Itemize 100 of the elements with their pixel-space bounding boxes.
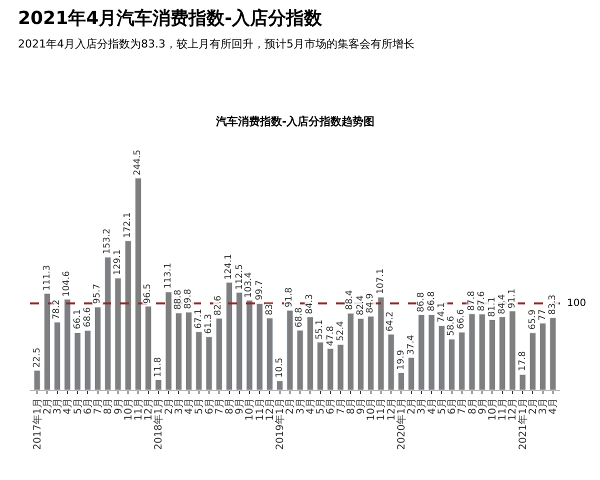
x-tick-label: 3月 [295,398,306,414]
data-label: 61.3 [204,314,214,334]
bar [175,312,182,390]
x-tick-label: 2019年1月 [274,398,286,450]
data-label: 64.2 [386,311,396,332]
bar [276,380,284,390]
x-tick-label: 2017年1月 [31,398,44,450]
x-tick-label: 12月 [264,398,276,421]
bar [468,314,476,390]
x-tick-label: 8月 [467,398,478,414]
bar [509,310,516,390]
data-label: 11.8 [154,356,164,378]
data-label: 82.6 [214,295,224,316]
x-tick-label: 2月 [42,398,54,414]
bar [124,240,132,390]
x-tick-label: 9月 [477,398,488,414]
data-label: 65.9 [528,309,538,330]
x-tick-label: 5月 [436,398,448,414]
data-label: 68.6 [83,306,94,328]
bar [378,296,384,390]
x-tick-label: 10月 [366,398,378,421]
x-tick-label: 7月 [457,398,468,414]
data-label: 99.7 [254,280,265,300]
bar [256,303,263,390]
bar [540,323,546,390]
data-label: 112.5 [234,264,245,290]
data-label: 107.1 [376,268,386,294]
bar [74,332,81,390]
data-label: 22.5 [32,348,43,368]
data-label: 55.1 [315,319,326,340]
bar [236,292,243,390]
x-tick-label: 7月 [214,398,226,414]
data-label: 77 [538,309,548,321]
bar [499,316,506,390]
bar [226,282,233,390]
bar [448,338,456,390]
x-tick-label: 3月 [52,398,64,414]
bar [388,334,394,390]
bar [368,316,374,390]
ref-line-label: 100 [567,298,586,309]
x-tick-label: 5月 [316,398,327,414]
data-label: 84.9 [365,292,376,314]
data-label: 82.4 [356,295,366,316]
bar [488,319,496,390]
data-label: 124.1 [224,254,234,280]
bar [155,380,162,390]
bar [317,342,324,390]
text: 汽车消费指数-入店分指数趋势图 [215,115,375,128]
x-tick-label: 11月 [376,398,388,421]
bar [458,332,466,390]
data-label: 83.3 [548,294,558,315]
bar [104,257,112,390]
data-label: 67.1 [194,308,204,329]
x-tick-label: 11月 [133,398,144,421]
bar [216,318,222,390]
x-tick-label: 6月 [82,398,94,414]
x-tick-label: 2月 [164,398,175,414]
x-tick-label: 10月 [244,398,256,421]
x-tick-label: 4月 [305,398,316,414]
data-label: 68.8 [294,307,305,328]
data-label: 88.8 [174,289,184,310]
data-label: 84.3 [305,294,316,314]
bar [165,292,172,390]
x-tick-label: 4月 [548,398,560,414]
data-label: 47.8 [326,326,336,346]
data-label: 111.3 [42,264,53,291]
x-tick-label: 2021年1月 [516,398,529,450]
x-tick-label: 7月 [93,398,104,414]
x-tick-label: 3月 [538,398,550,414]
x-tick-label: 9月 [356,398,367,414]
x-tick-label: 8月 [224,398,236,414]
chart-title: 2021年4月汽车消费指数-入店分指数 [18,8,324,29]
bar [347,313,354,390]
bar [34,370,40,390]
data-label: 89.8 [184,288,194,309]
bar [145,306,152,390]
x-tick-label: 11月 [498,398,509,421]
data-label: 88.4 [345,290,356,310]
bar [206,336,212,390]
x-tick-label: 11月 [254,398,266,421]
x-tick-label: 9月 [234,398,246,414]
data-label: 87.6 [477,290,488,312]
bar [266,318,273,390]
x-tick-label: 3月 [174,398,185,414]
x-tick-label: 5月 [194,398,206,414]
bar [114,278,122,390]
data-label: 19.9 [396,350,406,370]
x-tick-label: 5月 [72,398,84,414]
bar [246,300,253,390]
data-label: 103.4 [244,272,254,298]
data-label: 96.5 [142,284,153,304]
x-tick-label: 12月 [386,398,398,421]
bar [84,330,91,390]
bar [94,306,102,390]
data-label: 86.8 [426,291,437,312]
bar [478,314,486,390]
bar [186,312,192,390]
bar [44,293,50,390]
bar [134,178,142,390]
data-label: 10.5 [274,358,285,378]
